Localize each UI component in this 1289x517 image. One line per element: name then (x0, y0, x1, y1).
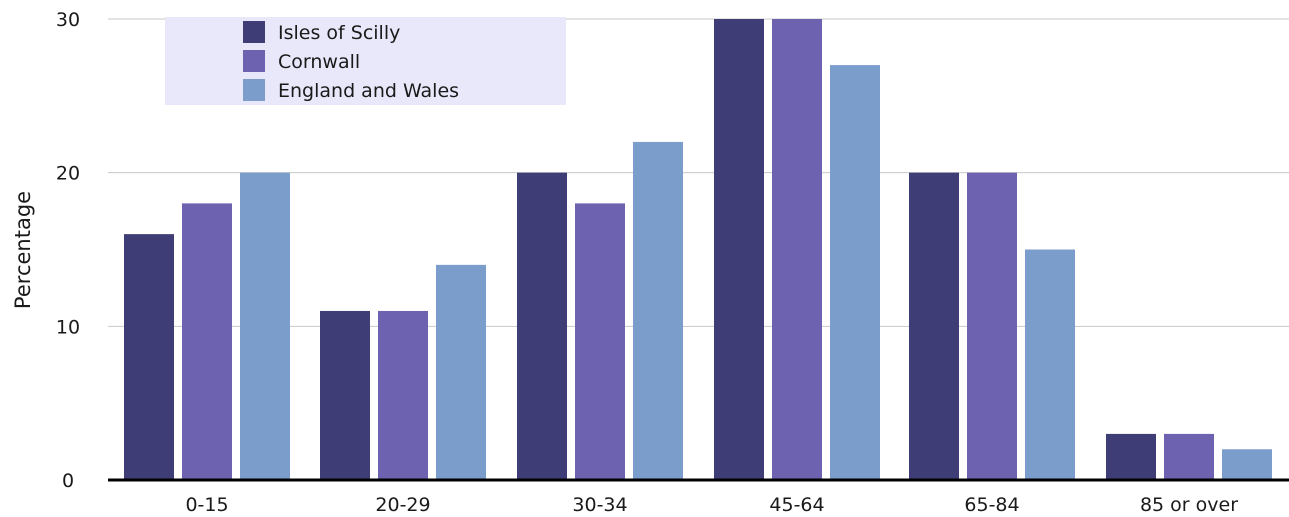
bar (320, 310, 370, 480)
x-tick-label: 85 or over (1140, 494, 1238, 516)
legend-label: England and Wales (278, 80, 459, 102)
x-tick-label: 65-84 (964, 494, 1019, 516)
bar (240, 172, 290, 480)
legend: Isles of Scilly Cornwall England and Wales (165, 17, 566, 105)
y-tick-label: 30 (56, 9, 80, 31)
bar (772, 19, 822, 480)
x-tick-labels: 0-15 20-29 30-34 45-64 65-84 85 or over (185, 494, 1238, 516)
bar (1025, 249, 1075, 480)
bar (967, 172, 1017, 480)
bar (124, 234, 174, 480)
bars (124, 19, 1272, 480)
x-tick-label: 30-34 (572, 494, 627, 516)
y-tick-label: 10 (56, 316, 80, 338)
legend-background (165, 17, 566, 105)
legend-label: Isles of Scilly (278, 22, 400, 44)
legend-swatch (243, 79, 265, 101)
legend-swatch (243, 21, 265, 43)
bar (575, 203, 625, 480)
bar (182, 203, 232, 480)
x-tick-label: 0-15 (185, 494, 228, 516)
y-axis-title: Percentage (11, 191, 35, 309)
bar (714, 19, 764, 480)
bar (830, 65, 880, 480)
y-tick-label: 0 (62, 470, 74, 492)
legend-swatch (243, 50, 265, 72)
y-tick-label: 20 (56, 163, 80, 185)
bar (378, 310, 428, 480)
x-tick-label: 20-29 (375, 494, 430, 516)
bar (517, 172, 567, 480)
bar (1164, 433, 1214, 480)
legend-label: Cornwall (278, 51, 360, 73)
bar (909, 172, 959, 480)
bar (633, 141, 683, 480)
x-tick-label: 45-64 (769, 494, 824, 516)
bar (1106, 433, 1156, 480)
bar (436, 264, 486, 480)
y-tick-labels: 0 10 20 30 (56, 9, 80, 492)
bar (1222, 449, 1272, 480)
